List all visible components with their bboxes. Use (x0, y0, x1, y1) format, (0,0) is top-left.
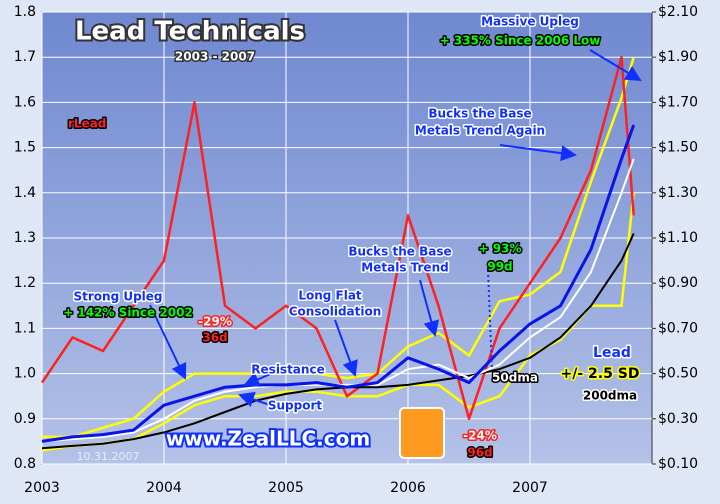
y2-tick-label: $0.90 (658, 275, 698, 291)
series-label: 50dma (492, 371, 538, 385)
annotation: Support (268, 399, 323, 413)
y-tick-label: 0.8 (14, 456, 36, 472)
annotation: Metals Trend Again (415, 124, 545, 138)
annotation: + 142% Since 2002 (63, 306, 193, 320)
watermark: www.ZealLLC.com (166, 427, 370, 451)
annotation: + 93% (479, 242, 522, 256)
chart-title: Lead Technicals (75, 17, 305, 47)
annotation: 99d (487, 260, 512, 274)
series-label: rLead (68, 117, 106, 131)
y2-tick-label: $1.90 (658, 49, 698, 65)
y2-tick-label: $1.50 (658, 140, 698, 156)
series-line (41, 124, 636, 443)
annotation: 96d (467, 446, 492, 460)
annotation: + 335% Since 2006 Low (440, 34, 601, 48)
x-tick-label: 2005 (268, 480, 304, 496)
y2-tick-label: $1.30 (658, 185, 698, 201)
annotation: -29% (198, 315, 232, 329)
y2-tick-label: $0.10 (658, 456, 698, 472)
date-stamp: 10.31.2007 (77, 450, 140, 463)
y-tick-label: 1.0 (14, 366, 36, 382)
annotation: Consolidation (289, 305, 382, 319)
y-tick-label: 1.1 (14, 320, 36, 336)
annotation: -24% (463, 429, 497, 443)
y2-tick-label: $1.70 (658, 94, 698, 110)
annotation: Massive Upleg (481, 15, 579, 29)
y2-tick-label: $1.10 (658, 230, 698, 246)
band-label: +/- 2.5 SD (561, 366, 640, 382)
x-tick-label: 2007 (512, 480, 548, 496)
y2-tick-label: $0.30 (658, 411, 698, 427)
x-tick-label: 2006 (390, 480, 426, 496)
annotation: Metals Trend (361, 261, 448, 275)
y-tick-label: 1.7 (14, 49, 36, 65)
y-tick-label: 1.3 (14, 230, 36, 246)
annotation: Resistance (251, 363, 324, 377)
y2-tick-label: $0.70 (658, 320, 698, 336)
y-tick-label: 1.8 (14, 4, 36, 20)
y-tick-label: 1.5 (14, 140, 36, 156)
y-tick-label: 0.9 (14, 411, 36, 427)
annotation: Long Flat (298, 289, 362, 303)
logo (399, 407, 445, 459)
y2-tick-label: $0.50 (658, 366, 698, 382)
series-label: Lead (593, 345, 631, 361)
annotation: 36d (202, 331, 227, 345)
series-line (41, 158, 635, 443)
chart-subtitle: 2003 - 2007 (175, 50, 255, 64)
y-tick-label: 1.2 (14, 275, 36, 291)
x-tick-label: 2004 (146, 480, 182, 496)
arrows (149, 49, 642, 408)
band-line (42, 56, 635, 439)
series-label: 200dma (583, 389, 637, 403)
y-tick-label: 1.4 (14, 185, 36, 201)
x-tick-label: 2003 (24, 480, 60, 496)
series-line (40, 55, 635, 421)
annotation: Bucks the Base (348, 245, 451, 259)
annotation: Bucks the Base (428, 107, 531, 121)
annotation: Strong Upleg (73, 290, 162, 304)
y-tick-label: 1.6 (14, 94, 36, 110)
y2-tick-label: $2.10 (658, 4, 698, 20)
